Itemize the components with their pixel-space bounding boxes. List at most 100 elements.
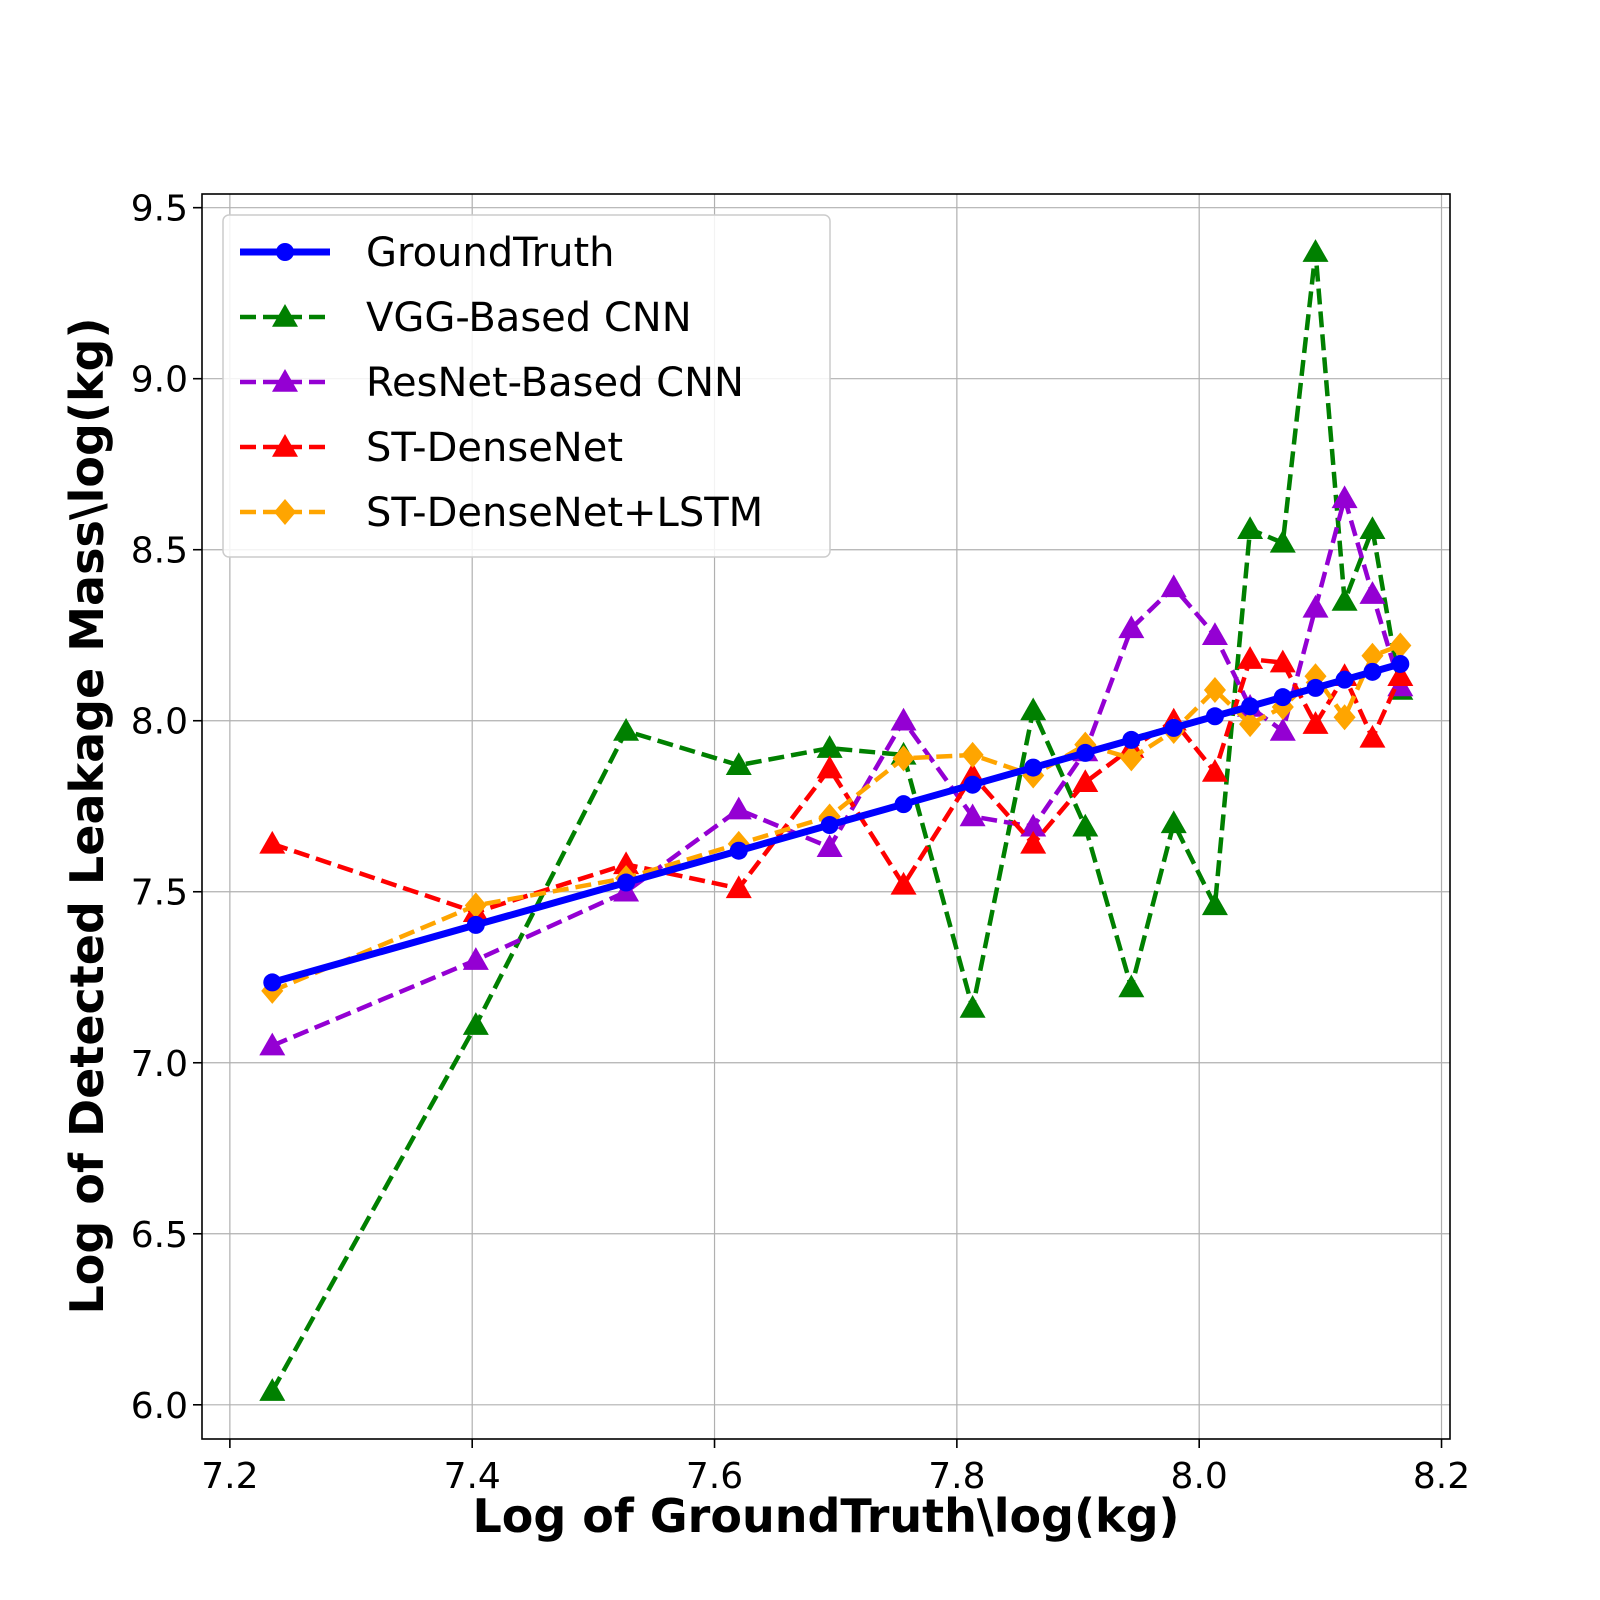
- data-point-resnet-based-cnn: [890, 707, 917, 731]
- data-point-st-densenet: [1020, 830, 1047, 854]
- x-tick-label: 8.0: [1171, 1456, 1228, 1497]
- data-point-st-densenet: [890, 871, 917, 895]
- series-vgg-based-cnn: [259, 239, 1414, 1401]
- legend-marker: [272, 304, 298, 327]
- data-point-vgg-based-cnn: [1237, 516, 1264, 539]
- data-point-groundtruth: [729, 841, 748, 860]
- x-tick-label: 7.4: [444, 1456, 501, 1497]
- y-tick-label: 6.0: [131, 1386, 188, 1427]
- data-point-groundtruth: [894, 795, 913, 814]
- x-tick-label: 7.8: [928, 1456, 985, 1497]
- data-point-vgg-based-cnn: [1201, 892, 1228, 916]
- data-point-groundtruth: [1076, 743, 1095, 762]
- data-point-vgg-based-cnn: [259, 1378, 286, 1401]
- data-point-resnet-based-cnn: [1160, 574, 1187, 598]
- data-point-resnet-based-cnn: [1020, 813, 1047, 837]
- data-point-resnet-based-cnn: [1359, 581, 1386, 604]
- y-tick-label: 8.0: [131, 702, 188, 743]
- data-point-st-densenet: [1269, 649, 1296, 673]
- y-tick-label: 9.0: [131, 360, 188, 401]
- x-tick-label: 7.2: [201, 1456, 258, 1497]
- data-point-groundtruth: [466, 915, 485, 934]
- data-point-st-densenet-lstm: [464, 892, 487, 919]
- data-point-st-densenet-lstm: [892, 745, 915, 772]
- data-point-resnet-based-cnn: [959, 803, 986, 827]
- data-point-groundtruth: [1122, 730, 1141, 749]
- legend-label: ST-DenseNet+LSTM: [366, 490, 763, 536]
- data-point-st-densenet: [725, 875, 752, 899]
- legend: GroundTruth VGG-Based CNN ResNet-Based CNN…: [222, 214, 831, 558]
- data-point-vgg-based-cnn: [462, 1012, 489, 1035]
- data-point-vgg-based-cnn: [1160, 810, 1187, 834]
- data-point-groundtruth: [1335, 670, 1354, 689]
- data-point-groundtruth: [820, 816, 839, 835]
- data-point-groundtruth: [1363, 662, 1382, 681]
- data-point-st-densenet-lstm: [1333, 704, 1356, 731]
- data-point-st-densenet-lstm: [1239, 711, 1262, 738]
- legend-item-st-densenet: ST-DenseNet: [240, 425, 623, 471]
- series-line-st-densenet: [271, 656, 1403, 915]
- data-point-st-densenet-lstm: [961, 741, 984, 768]
- legend-label: VGG-Based CNN: [366, 295, 692, 341]
- data-point-vgg-based-cnn: [1302, 239, 1329, 262]
- data-point-groundtruth: [617, 873, 636, 892]
- data-point-st-densenet-lstm: [1203, 676, 1226, 703]
- data-point-st-densenet: [1201, 759, 1228, 782]
- data-point-st-densenet: [613, 851, 640, 875]
- data-point-vgg-based-cnn: [1269, 529, 1296, 553]
- data-point-resnet-based-cnn: [1269, 717, 1296, 741]
- data-point-st-densenet: [259, 830, 286, 854]
- plot-frame: [201, 193, 1451, 1440]
- legend-item-groundtruth: GroundTruth: [240, 230, 615, 276]
- data-point-resnet-based-cnn: [1302, 594, 1329, 618]
- data-point-st-densenet: [1237, 646, 1264, 669]
- data-point-vgg-based-cnn: [1359, 516, 1386, 539]
- data-point-st-densenet: [816, 755, 843, 779]
- series-line-st-densenet-lstm: [271, 643, 1402, 994]
- data-point-resnet-based-cnn: [1118, 615, 1145, 639]
- data-point-resnet-based-cnn: [462, 947, 489, 970]
- data-point-st-densenet: [1387, 663, 1414, 687]
- data-point-resnet-based-cnn: [1331, 485, 1358, 509]
- legend-item-resnet-based-cnn: ResNet-Based CNN: [240, 360, 744, 406]
- data-point-st-densenet: [1302, 711, 1329, 734]
- data-point-st-densenet-lstm: [1120, 745, 1143, 772]
- legend-item-vgg-based-cnn: VGG-Based CNN: [240, 295, 692, 341]
- legend-marker: [273, 499, 297, 525]
- data-point-vgg-based-cnn: [613, 717, 640, 741]
- data-point-groundtruth: [263, 973, 282, 992]
- series-line-resnet-based-cnn: [271, 496, 1403, 1048]
- legend-label: ST-DenseNet: [366, 425, 623, 471]
- data-point-st-densenet-lstm: [1389, 632, 1412, 659]
- legend-item-st-densenet-lstm: ST-DenseNet+LSTM: [240, 490, 763, 536]
- data-point-groundtruth: [1273, 688, 1292, 707]
- data-point-vgg-based-cnn: [725, 752, 752, 775]
- y-tick-label: 7.5: [131, 873, 188, 914]
- data-point-vgg-based-cnn: [1118, 974, 1145, 998]
- legend-label: ResNet-Based CNN: [366, 360, 744, 406]
- data-point-groundtruth: [1205, 707, 1224, 726]
- series-groundtruth: [263, 654, 1410, 992]
- legend-marker: [276, 243, 294, 261]
- legend-box: [222, 214, 831, 558]
- data-point-groundtruth: [1306, 678, 1325, 697]
- data-point-groundtruth: [1391, 654, 1410, 673]
- data-point-groundtruth: [1024, 758, 1043, 777]
- data-point-resnet-based-cnn: [259, 1032, 286, 1056]
- data-point-groundtruth: [1164, 718, 1183, 737]
- legend-label: GroundTruth: [366, 230, 615, 276]
- data-point-st-densenet: [1072, 769, 1099, 793]
- data-point-vgg-based-cnn: [1072, 813, 1099, 837]
- data-point-vgg-based-cnn: [1020, 697, 1047, 721]
- x-tick-label: 8.2: [1413, 1456, 1470, 1497]
- data-point-resnet-based-cnn: [725, 796, 752, 820]
- data-point-st-densenet-lstm: [1361, 642, 1384, 669]
- ticks: 7.2 7.4 7.6 7.8 8.0 8.2 6.0 6.5 7.0 7.5 8.0 8.5 9.0 9…: [131, 189, 1470, 1497]
- series-st-densenet: [259, 646, 1414, 923]
- data-point-vgg-based-cnn: [959, 995, 986, 1018]
- data-point-resnet-based-cnn: [1201, 622, 1228, 645]
- y-tick-label: 9.5: [131, 189, 188, 230]
- data-point-resnet-based-cnn: [816, 834, 843, 858]
- x-axis-title: Log of GroundTruth\log(kg): [472, 1489, 1179, 1543]
